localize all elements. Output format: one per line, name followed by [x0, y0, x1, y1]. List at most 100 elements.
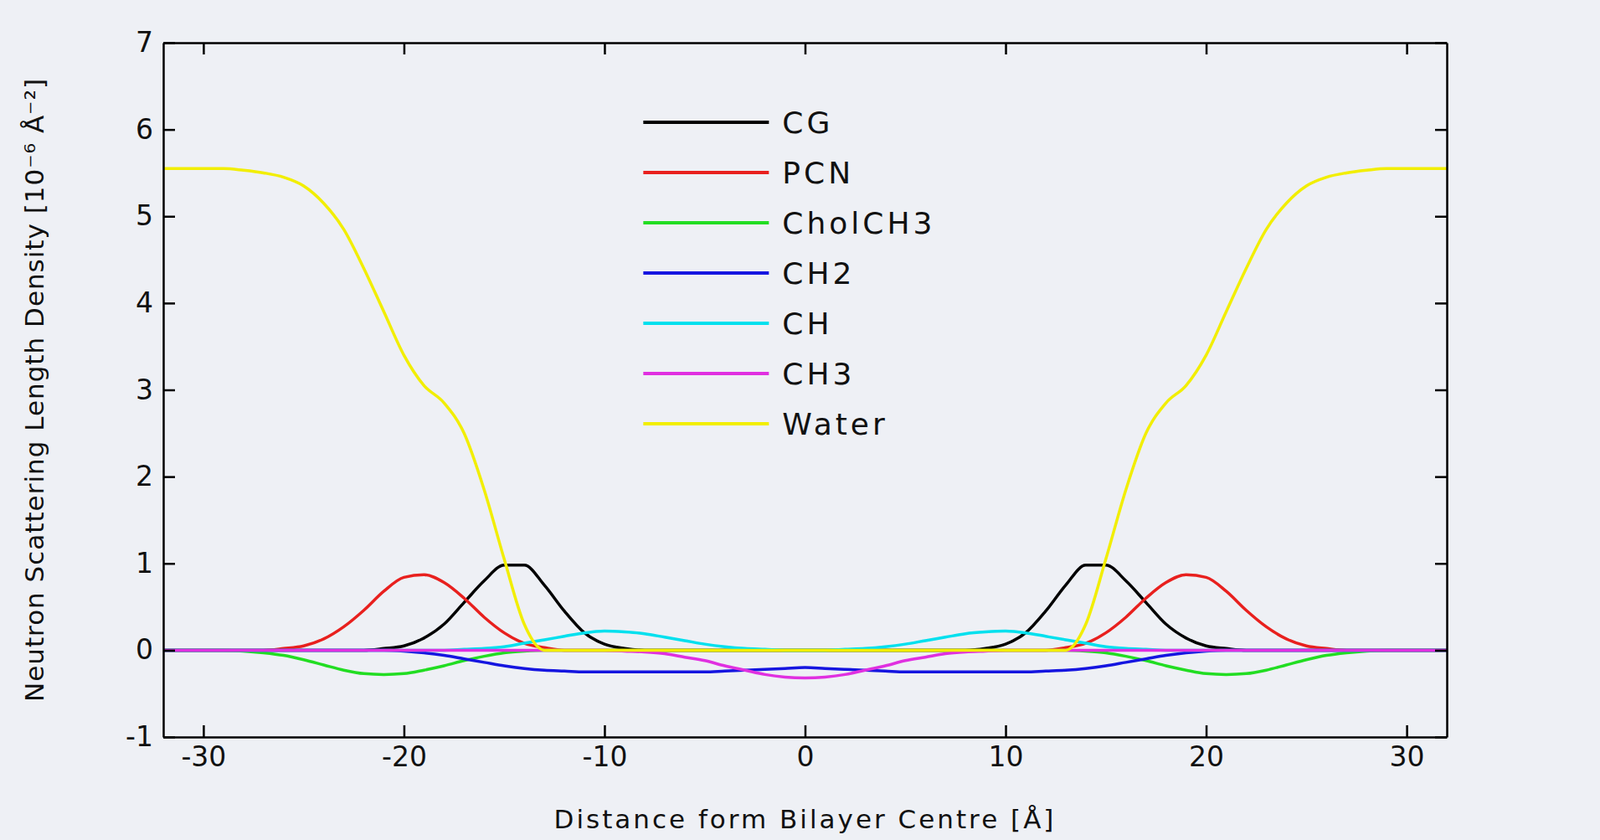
tick-label: 6 — [135, 113, 154, 146]
tick — [1435, 42, 1447, 44]
tick-mark — [202, 725, 206, 737]
tick — [1435, 303, 1447, 304]
plot: -30-20-100102030-101234567 — [125, 25, 1447, 773]
tick-mark — [1205, 725, 1209, 737]
tick-mark — [163, 128, 175, 132]
legend-swatch — [643, 271, 769, 275]
tick-mark — [403, 725, 407, 737]
tick — [1435, 736, 1447, 738]
y-right-axis — [1435, 43, 1448, 738]
legend-label: Water — [781, 406, 888, 442]
tick-mark — [1435, 128, 1447, 132]
tick: 4 — [135, 286, 175, 319]
x-top-axis — [164, 42, 1448, 55]
tick: -30 — [180, 725, 227, 773]
tick: 3 — [135, 373, 175, 407]
tick-mark — [1435, 735, 1447, 739]
tick-label: 0 — [797, 740, 815, 773]
tick — [1435, 649, 1447, 651]
tick — [1435, 216, 1447, 217]
legend-item: CH2 — [643, 256, 855, 291]
tick-mark — [202, 42, 206, 55]
tick-mark — [804, 725, 808, 737]
tick: 5 — [135, 199, 175, 232]
tick-label: 7 — [135, 25, 154, 59]
legend-item: CH — [643, 306, 833, 341]
y-axis-title: Neutron Scattering Length Density [10⁻⁶ … — [19, 77, 50, 702]
tick-mark — [1205, 42, 1209, 55]
tick — [604, 42, 606, 55]
tick-mark — [1435, 389, 1447, 392]
tick-mark — [163, 389, 175, 392]
tick-label: -10 — [582, 740, 628, 773]
legend-swatch — [643, 421, 769, 426]
tick-mark — [603, 725, 607, 737]
series-line — [163, 631, 1447, 651]
tick-label: 2 — [135, 459, 154, 493]
tick: 30 — [1389, 725, 1426, 773]
tick-label: -1 — [125, 720, 154, 753]
legend-item: CH3 — [643, 356, 855, 391]
tick-mark — [1435, 302, 1447, 305]
tick-label: 20 — [1188, 740, 1225, 773]
legend-item: CG — [643, 105, 834, 140]
tick-mark — [163, 475, 175, 479]
tick — [1435, 390, 1447, 391]
tick-label: 3 — [135, 373, 154, 407]
legend-item: PCN — [643, 155, 855, 191]
tick-label: -20 — [381, 740, 428, 773]
tick-mark — [163, 302, 175, 305]
tick — [403, 42, 405, 55]
legend-label: CG — [781, 105, 834, 140]
series-line — [163, 649, 1447, 678]
tick — [1435, 129, 1447, 131]
x-axis-title: Distance form Bilayer Centre [Å] — [554, 803, 1057, 834]
y-axis: -1 0 1 2 3 4 5 6 7 — [125, 25, 175, 753]
tick-mark — [1435, 475, 1447, 479]
tick: -1 — [125, 720, 175, 753]
tick: 10 — [988, 725, 1024, 773]
series-line — [163, 574, 1447, 650]
legend-swatch — [643, 371, 769, 376]
legend-label: CholCH3 — [781, 205, 936, 241]
tick-mark — [804, 42, 808, 55]
tick-mark — [1405, 725, 1409, 737]
legend: CG PCN CholCH3 CH2 CH CH3 Water — [643, 105, 936, 442]
tick-mark — [403, 42, 407, 55]
tick-mark — [1435, 216, 1447, 219]
tick: -10 — [582, 725, 628, 773]
tick — [805, 42, 807, 55]
tick-label: 1 — [135, 546, 154, 580]
tick-label: 4 — [135, 286, 154, 319]
tick-mark — [163, 735, 175, 739]
tick-mark — [1435, 562, 1447, 566]
tick-mark — [163, 562, 175, 566]
tick-mark — [163, 41, 175, 45]
legend-label: CH — [781, 306, 833, 341]
x-axis: -30 -20 -10 0 10 20 30 — [164, 725, 1448, 773]
legend-swatch — [643, 221, 769, 225]
tick-mark — [1405, 42, 1409, 55]
lines — [163, 168, 1447, 678]
tick-mark — [1435, 41, 1447, 45]
tick-label: 30 — [1389, 740, 1426, 773]
tick-mark — [603, 42, 607, 55]
series-line — [163, 649, 1447, 674]
series-line — [163, 565, 1447, 651]
legend-label: PCN — [781, 155, 855, 191]
tick: -20 — [381, 725, 428, 773]
legend-label: CH2 — [781, 256, 855, 291]
tick-label: 0 — [135, 632, 154, 666]
legend-item: Water — [643, 406, 888, 442]
tick: 6 — [135, 113, 175, 146]
legend-swatch — [643, 170, 769, 175]
tick — [1435, 476, 1447, 478]
tick: 20 — [1188, 725, 1225, 773]
tick-label: 10 — [988, 740, 1024, 773]
series-line — [163, 649, 1447, 672]
legend-item: CholCH3 — [643, 205, 936, 241]
legend-label: CH3 — [781, 356, 855, 391]
tick: 2 — [135, 459, 175, 493]
tick — [1435, 563, 1447, 565]
legend-swatch — [643, 321, 769, 325]
